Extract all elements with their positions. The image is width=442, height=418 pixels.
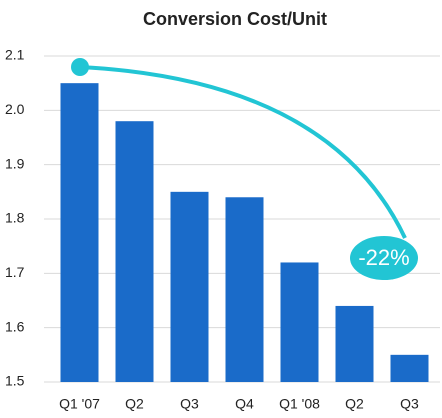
y-tick-label: 2.1 — [5, 47, 25, 63]
y-tick-label: 2.0 — [5, 101, 25, 117]
y-tick-label: 1.8 — [5, 210, 25, 226]
y-tick-label: 1.9 — [5, 155, 25, 171]
x-tick-label: Q2 — [345, 396, 364, 412]
bar — [225, 197, 264, 382]
bar — [170, 191, 209, 382]
x-tick-label: Q3 — [400, 396, 419, 412]
x-tick-label: Q1 '08 — [279, 396, 320, 412]
y-tick-label: 1.7 — [5, 264, 25, 280]
plot-area: 1.5 1.6 1.7 1.8 1.9 2.0 2.1 Q1 '07 Q2 Q3 Q4 Q1 '08 Q… — [5, 47, 440, 412]
bar — [60, 83, 99, 383]
trend-arrow — [79, 65, 407, 239]
bar — [280, 262, 319, 382]
x-tick-label: Q1 '07 — [59, 396, 100, 412]
trend-dot — [71, 58, 89, 76]
y-tick-label: 1.5 — [5, 373, 25, 389]
x-tick-label: Q4 — [235, 396, 254, 412]
x-tick-label: Q3 — [180, 396, 199, 412]
x-tick-label: Q2 — [125, 396, 144, 412]
bar — [335, 305, 374, 382]
y-tick-label: 1.6 — [5, 318, 25, 334]
chart-title: Conversion Cost/Unit — [143, 9, 327, 29]
bar — [390, 354, 429, 382]
annotation-text: -22% — [358, 245, 409, 270]
bar — [115, 121, 154, 382]
annotation-bubble — [350, 236, 418, 280]
